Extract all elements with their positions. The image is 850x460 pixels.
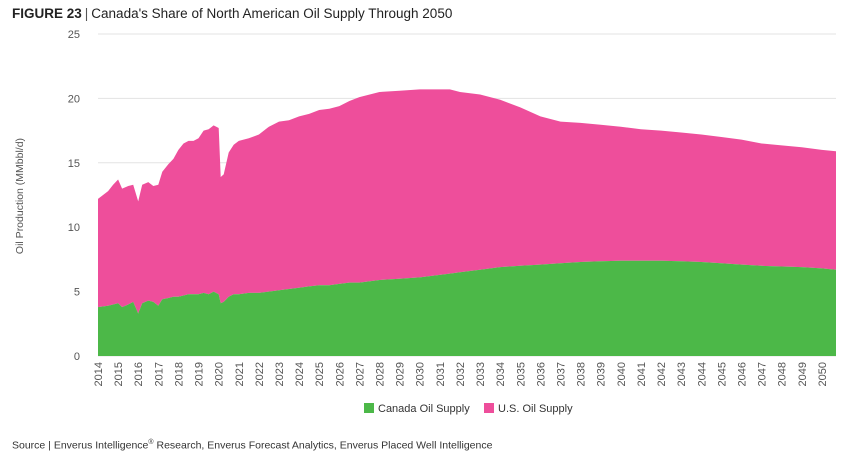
canada-oil-supply-area [98,260,836,356]
x-tick-label: 2017 [153,362,165,386]
chart-title: Canada's Share of North American Oil Sup… [91,6,453,21]
x-tick-label: 2049 [797,362,809,386]
legend-swatch-us [484,403,494,413]
area-series [98,89,836,356]
x-tick-label: 2022 [254,362,266,386]
x-tick-label: 2050 [817,362,829,386]
x-tick-label: 2027 [354,362,366,386]
x-tick-label: 2019 [194,362,206,386]
legend-label-canada: Canada Oil Supply [378,403,470,415]
x-tick-label: 2041 [636,362,648,386]
x-tick-label: 2028 [375,362,387,386]
x-tick-label: 2021 [234,362,246,386]
x-tick-label: 2014 [93,362,105,386]
x-tick-label: 2030 [415,362,427,386]
y-tick-label: 20 [68,93,80,105]
source-suffix: Research, Enverus Forecast Analytics, En… [153,439,493,452]
x-tick-label: 2040 [616,362,628,386]
y-tick-label: 0 [74,351,80,363]
y-tick-label: 5 [74,287,80,299]
x-tick-label: 2038 [576,362,588,386]
x-tick-label: 2033 [475,362,487,386]
legend-label-us: U.S. Oil Supply [498,403,573,415]
legend-item-us: U.S. Oil Supply [484,403,573,415]
x-axis-ticks: 2014 2015 2016 2017 2018 2019 2020 2021 2022 2023… [93,362,829,386]
x-tick-label: 2039 [596,362,608,386]
y-axis-label: Oil Production (MMbbl/d) [14,138,26,254]
registered-mark: ® [148,439,154,446]
legend: Canada Oil Supply U.S. Oil Supply [364,403,573,415]
x-tick-label: 2029 [395,362,407,386]
x-tick-label: 2036 [535,362,547,386]
x-tick-label: 2047 [757,362,769,386]
x-tick-label: 2042 [656,362,668,386]
x-tick-label: 2035 [515,362,527,386]
legend-item-canada: Canada Oil Supply [364,403,470,415]
x-tick-label: 2045 [716,362,728,386]
x-tick-label: 2015 [113,362,125,386]
x-tick-label: 2018 [173,362,185,386]
x-tick-label: 2016 [133,362,145,386]
x-tick-label: 2026 [334,362,346,386]
x-tick-label: 2024 [294,362,306,386]
x-tick-label: 2032 [455,362,467,386]
title-separator: | [84,6,89,21]
figure-title: FIGURE 23 | Canada's Share of North Americ… [12,6,452,21]
source-note: Source | Enverus Intelligence® Research,… [12,439,492,452]
x-tick-label: 2043 [676,362,688,386]
x-tick-label: 2031 [435,362,447,386]
y-tick-label: 25 [68,29,80,41]
us-oil-supply-area [98,89,836,314]
x-tick-label: 2034 [495,362,507,386]
legend-swatch-canada [364,403,374,413]
y-tick-label: 15 [68,158,80,170]
x-tick-label: 2046 [736,362,748,386]
x-tick-label: 2020 [214,362,226,386]
y-axis-ticks: 0 5 10 15 20 25 [68,29,80,363]
x-tick-label: 2044 [696,362,708,386]
x-tick-label: 2025 [314,362,326,386]
x-tick-label: 2023 [274,362,286,386]
x-tick-label: 2048 [777,362,789,386]
figure-number: FIGURE 23 [12,6,82,21]
x-tick-label: 2037 [556,362,568,386]
source-prefix: Source | Enverus Intelligence [12,439,149,452]
y-tick-label: 10 [68,222,80,234]
